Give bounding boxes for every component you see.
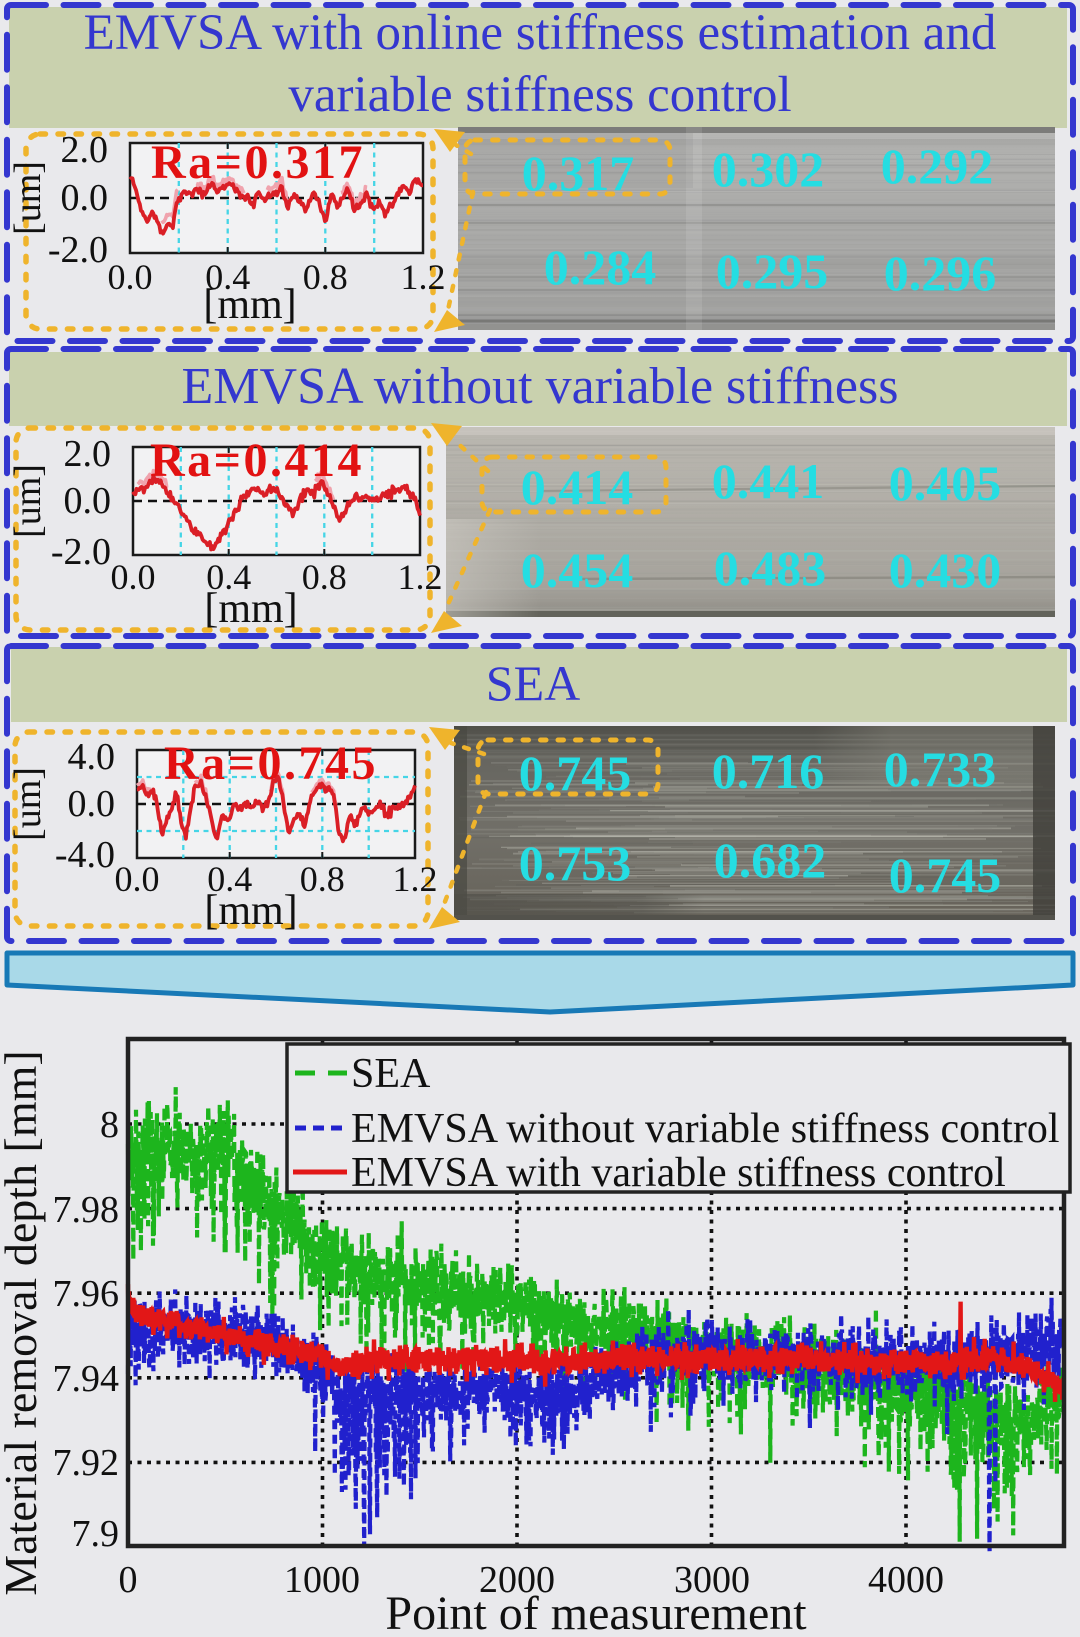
svg-text:[mm]: [mm] [204,888,297,934]
svg-text:EMVSA with online stiffness es: EMVSA with online stiffness estimation a… [84,5,997,61]
svg-text:0.0: 0.0 [115,859,160,899]
svg-text:SEA: SEA [486,655,580,711]
svg-text:1.2: 1.2 [393,859,438,899]
svg-text:7.94: 7.94 [53,1358,120,1400]
svg-text:0.8: 0.8 [300,859,345,899]
svg-text:3000: 3000 [674,1559,750,1601]
svg-text:variable stiffness control: variable stiffness control [288,67,791,123]
svg-text:7.98: 7.98 [53,1189,120,1231]
svg-text:0.284: 0.284 [544,239,657,295]
svg-text:0.0: 0.0 [111,557,156,597]
svg-text:-2.0: -2.0 [51,531,111,573]
svg-text:0.405: 0.405 [889,455,1002,511]
svg-text:Ra=0.414: Ra=0.414 [150,434,364,487]
svg-text:EMVSA without variable stiffne: EMVSA without variable stiffness control [351,1106,1059,1152]
svg-text:0.733: 0.733 [884,741,997,797]
svg-text:0.716: 0.716 [712,743,825,799]
svg-text:EMVSA with variable stiffness: EMVSA with variable stiffness control [351,1150,1006,1196]
svg-text:0.483: 0.483 [714,540,827,596]
svg-text:0.4: 0.4 [205,257,250,297]
svg-text:0.745: 0.745 [889,847,1002,903]
svg-text:[um]: [um] [7,464,49,538]
svg-text:7.96: 7.96 [53,1273,120,1315]
svg-text:0.0: 0.0 [108,257,153,297]
svg-text:0.745: 0.745 [519,745,632,801]
svg-text:4000: 4000 [868,1559,944,1601]
svg-text:0.454: 0.454 [521,542,634,598]
svg-text:[mm]: [mm] [204,586,297,632]
svg-text:1.2: 1.2 [398,557,443,597]
svg-text:EMVSA without variable stiffne: EMVSA without variable stiffness [182,358,899,415]
svg-text:0.0: 0.0 [68,783,116,825]
svg-text:0.296: 0.296 [884,245,997,301]
svg-text:[um]: [um] [7,767,49,841]
svg-text:0.8: 0.8 [303,257,348,297]
svg-text:0.441: 0.441 [712,453,825,509]
svg-text:Material removal depth [mm]: Material removal depth [mm] [0,1050,46,1595]
svg-text:2.0: 2.0 [64,433,112,475]
svg-text:2000: 2000 [479,1559,555,1601]
svg-text:Point of measurement: Point of measurement [385,1587,807,1637]
svg-text:0: 0 [119,1559,138,1601]
svg-text:1.2: 1.2 [401,257,446,297]
svg-text:0.4: 0.4 [206,557,251,597]
svg-text:0.8: 0.8 [302,557,347,597]
svg-text:8: 8 [100,1104,119,1146]
svg-text:Ra=0.745: Ra=0.745 [164,737,378,790]
svg-text:0.4: 0.4 [207,859,252,899]
svg-text:[um]: [um] [7,161,49,235]
svg-text:SEA: SEA [351,1051,431,1097]
svg-text:0.682: 0.682 [714,832,827,888]
svg-text:0.292: 0.292 [881,138,994,194]
svg-text:0.0: 0.0 [61,177,109,219]
svg-text:-4.0: -4.0 [55,834,115,876]
svg-text:1000: 1000 [284,1559,360,1601]
svg-text:0.414: 0.414 [521,459,634,515]
svg-text:[mm]: [mm] [203,282,296,328]
svg-text:0.430: 0.430 [889,542,1002,598]
svg-text:2.0: 2.0 [61,129,109,171]
svg-text:7.9: 7.9 [72,1513,120,1555]
svg-text:0.753: 0.753 [519,835,632,891]
svg-text:0.295: 0.295 [716,243,829,299]
svg-text:7.92: 7.92 [53,1442,120,1484]
svg-text:Ra=0.317: Ra=0.317 [151,136,365,189]
svg-text:4.0: 4.0 [68,736,116,778]
svg-text:0.302: 0.302 [712,141,825,197]
svg-text:-2.0: -2.0 [48,229,108,271]
svg-text:0.0: 0.0 [64,480,112,522]
svg-text:0.317: 0.317 [522,145,635,201]
